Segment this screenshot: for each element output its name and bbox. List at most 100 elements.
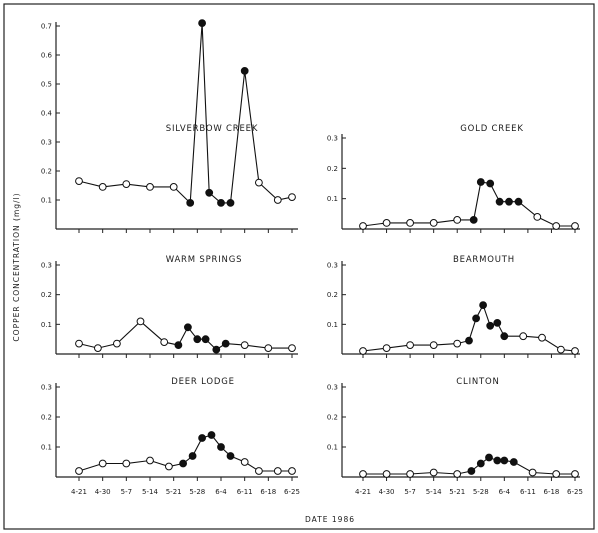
- data-point-clinton-10: [509, 458, 518, 466]
- data-point-deer-lodge-1: [98, 459, 107, 468]
- y-tick-label-warm-springs-0: 0.1: [41, 321, 52, 329]
- data-point-silverbow-creek-4: [169, 183, 178, 191]
- data-point-clinton-6: [476, 459, 485, 468]
- data-point-bearmouth-7: [479, 301, 488, 310]
- data-point-clinton-0: [359, 470, 367, 478]
- data-point-clinton-8: [493, 456, 502, 465]
- y-tick-label-deer-lodge-2: 0.3: [41, 384, 52, 392]
- panel-warm-springs: 0.1 0.2 0.3 WARM SPRINGS: [41, 255, 298, 358]
- panel-title-deer-lodge: DEER LODGE: [171, 377, 235, 387]
- data-point-gold-creek-10: [514, 197, 523, 206]
- x-tick-label-clinton-7: 6-11: [520, 488, 536, 496]
- data-point-deer-lodge-13: [273, 467, 282, 475]
- data-point-bearmouth-0: [359, 347, 367, 355]
- data-point-bearmouth-12: [538, 333, 546, 342]
- panel-title-bearmouth: BEARMOUTH: [453, 255, 515, 265]
- data-point-warm-springs-0: [75, 339, 83, 348]
- data-point-gold-creek-4: [453, 216, 462, 224]
- x-tick-label-clinton-6: 6-4: [499, 488, 511, 496]
- data-point-silverbow-creek-3: [146, 183, 154, 191]
- x-tick-label-clinton-5: 5-28: [473, 488, 489, 496]
- y-tick-label-gold-creek-1: 0.2: [327, 165, 338, 173]
- data-point-gold-creek-8: [495, 197, 504, 206]
- data-point-warm-springs-13: [288, 344, 296, 353]
- data-point-gold-creek-5: [469, 216, 478, 224]
- x-tick-label-clinton-3: 5-14: [426, 488, 442, 496]
- data-point-warm-springs-10: [221, 339, 230, 348]
- y-tick-label-silverbow-creek-2: 0.3: [41, 139, 52, 147]
- data-point-silverbow-creek-7: [205, 188, 214, 197]
- x-tick-label-deer-lodge-9: 6-25: [284, 488, 300, 496]
- data-point-warm-springs-11: [240, 341, 249, 350]
- y-tick-label-silverbow-creek-5: 0.6: [41, 52, 53, 60]
- data-point-warm-springs-9: [212, 345, 221, 354]
- data-point-clinton-1: [382, 470, 391, 478]
- data-point-silverbow-creek-1: [98, 183, 107, 191]
- y-tick-label-clinton-0: 0.1: [327, 444, 338, 452]
- data-point-gold-creek-7: [486, 179, 495, 188]
- data-point-gold-creek-2: [406, 219, 415, 227]
- x-tick-label-deer-lodge-2: 5-7: [121, 488, 132, 496]
- data-point-deer-lodge-8: [207, 431, 216, 439]
- y-tick-label-silverbow-creek-1: 0.2: [41, 168, 52, 176]
- data-point-gold-creek-3: [429, 219, 438, 227]
- data-point-silverbow-creek-13: [288, 193, 296, 202]
- data-point-deer-lodge-3: [146, 456, 154, 465]
- data-point-deer-lodge-12: [255, 467, 263, 475]
- data-point-silverbow-creek-12: [273, 196, 282, 204]
- data-point-clinton-3: [429, 468, 438, 477]
- data-point-gold-creek-6: [476, 178, 485, 186]
- data-point-deer-lodge-11: [240, 458, 249, 466]
- y-axis-label: COPPER CONCENTRATION (mg/l): [12, 192, 21, 341]
- data-point-warm-springs-12: [264, 344, 273, 353]
- data-point-deer-lodge-2: [122, 459, 131, 468]
- panel-gold-creek: 0.1 0.2 0.3 GOLD CREEK: [327, 124, 580, 233]
- data-point-gold-creek-0: [359, 222, 367, 230]
- data-point-bearmouth-10: [500, 332, 509, 341]
- y-tick-label-bearmouth-0: 0.1: [327, 321, 338, 329]
- data-point-deer-lodge-14: [288, 467, 296, 475]
- data-point-clinton-11: [528, 468, 537, 477]
- x-tick-label-deer-lodge-6: 6-4: [215, 488, 227, 496]
- x-tick-label-deer-lodge-1: 4-30: [95, 488, 111, 496]
- data-point-clinton-12: [552, 470, 561, 478]
- data-point-bearmouth-5: [465, 336, 473, 345]
- data-point-bearmouth-3: [429, 341, 438, 350]
- panel-title-warm-springs: WARM SPRINGS: [166, 255, 243, 265]
- x-tick-label-clinton-8: 6-18: [543, 488, 559, 496]
- data-point-bearmouth-4: [453, 339, 462, 348]
- x-tick-label-clinton-9: 6-25: [567, 488, 583, 496]
- data-point-gold-creek-13: [571, 222, 579, 230]
- x-tick-label-clinton-2: 5-7: [404, 488, 415, 496]
- data-point-deer-lodge-4: [165, 462, 173, 471]
- y-tick-label-clinton-2: 0.3: [327, 384, 338, 392]
- data-point-bearmouth-9: [493, 319, 502, 327]
- data-point-warm-springs-7: [193, 335, 202, 344]
- data-point-clinton-4: [453, 470, 462, 478]
- y-tick-label-warm-springs-1: 0.2: [41, 291, 52, 299]
- y-tick-label-deer-lodge-0: 0.1: [41, 444, 52, 452]
- data-point-bearmouth-11: [519, 332, 528, 341]
- y-tick-label-clinton-1: 0.2: [327, 414, 338, 422]
- panel-title-clinton: CLINTON: [456, 377, 499, 387]
- data-point-deer-lodge-10: [226, 452, 235, 460]
- data-point-bearmouth-2: [406, 341, 415, 350]
- data-point-clinton-5: [467, 467, 476, 475]
- y-tick-label-silverbow-creek-3: 0.4: [41, 110, 53, 118]
- data-point-clinton-13: [571, 470, 579, 478]
- panel-title-silverbow-creek: SILVERBOW CREEK: [166, 124, 258, 134]
- data-point-silverbow-creek-2: [122, 180, 131, 189]
- panel-title-gold-creek: GOLD CREEK: [460, 124, 523, 134]
- panel-bearmouth: 0.1 0.2 0.3 BEARMOUTH: [327, 255, 580, 358]
- data-point-silverbow-creek-5: [186, 199, 195, 207]
- data-point-warm-springs-5: [174, 341, 183, 350]
- data-point-silverbow-creek-6: [198, 19, 207, 28]
- data-point-deer-lodge-0: [75, 467, 83, 475]
- y-tick-label-gold-creek-0: 0.1: [327, 195, 338, 203]
- data-point-clinton-9: [500, 456, 509, 465]
- data-point-warm-springs-1: [94, 344, 102, 353]
- y-tick-label-silverbow-creek-4: 0.5: [41, 81, 52, 89]
- data-point-gold-creek-9: [505, 197, 513, 206]
- x-axis-label: DATE 1986: [305, 515, 355, 524]
